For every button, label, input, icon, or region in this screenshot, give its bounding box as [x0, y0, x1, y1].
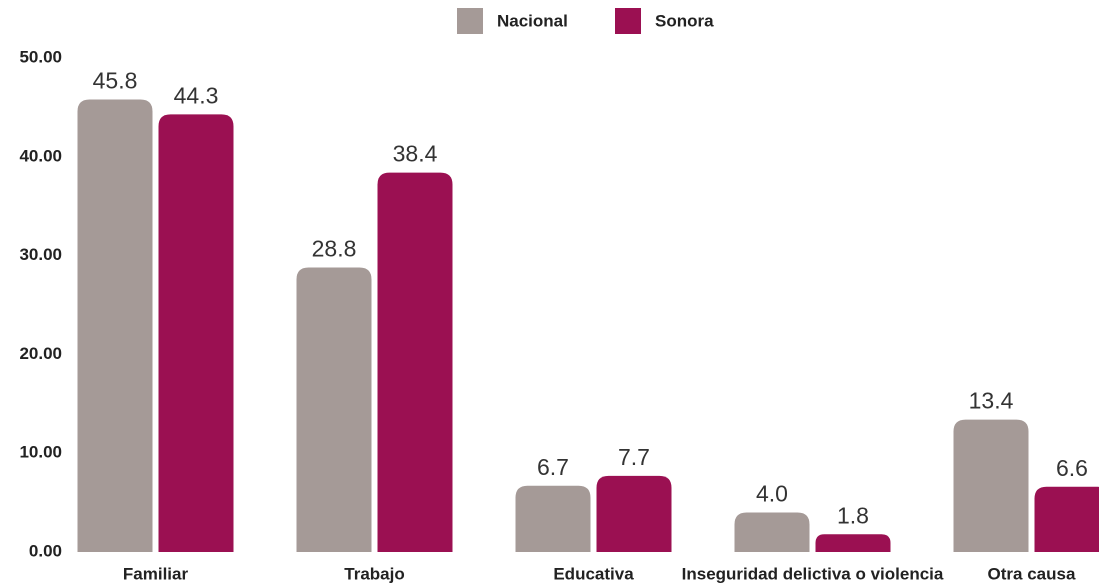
- y-tick-label: 10.00: [19, 443, 62, 462]
- legend-label: Sonora: [655, 11, 714, 30]
- data-label: 7.7: [618, 444, 650, 470]
- y-tick-label: 50.00: [19, 47, 62, 66]
- data-label: 1.8: [837, 502, 869, 528]
- legend-swatch: [457, 8, 483, 34]
- bar: [596, 475, 672, 552]
- data-label: 38.4: [393, 141, 438, 167]
- legend-label: Nacional: [497, 11, 568, 30]
- bar: [815, 534, 891, 552]
- bar: [77, 99, 153, 552]
- x-tick-label: Trabajo: [344, 564, 404, 583]
- y-tick-label: 30.00: [19, 245, 62, 264]
- data-label: 6.6: [1056, 455, 1088, 481]
- y-tick-label: 40.00: [19, 146, 62, 165]
- data-label: 6.7: [537, 454, 569, 480]
- data-label: 28.8: [312, 236, 357, 262]
- bar: [377, 172, 453, 552]
- bar: [953, 419, 1029, 552]
- x-tick-label: Educativa: [553, 564, 634, 583]
- x-tick-label: Otra causa: [988, 564, 1076, 583]
- bar: [158, 114, 234, 552]
- bar: [734, 512, 810, 552]
- legend-swatch: [615, 8, 641, 34]
- x-tick-label: Familiar: [123, 564, 189, 583]
- y-tick-label: 0.00: [29, 541, 62, 560]
- y-tick-label: 20.00: [19, 344, 62, 363]
- bar: [1034, 486, 1099, 552]
- data-label: 13.4: [969, 388, 1014, 414]
- data-label: 45.8: [93, 68, 138, 94]
- bar: [296, 267, 372, 552]
- x-tick-label: Inseguridad delictiva o violencia: [682, 564, 944, 583]
- bar: [515, 485, 591, 552]
- data-label: 4.0: [756, 481, 788, 507]
- data-label: 44.3: [174, 82, 219, 108]
